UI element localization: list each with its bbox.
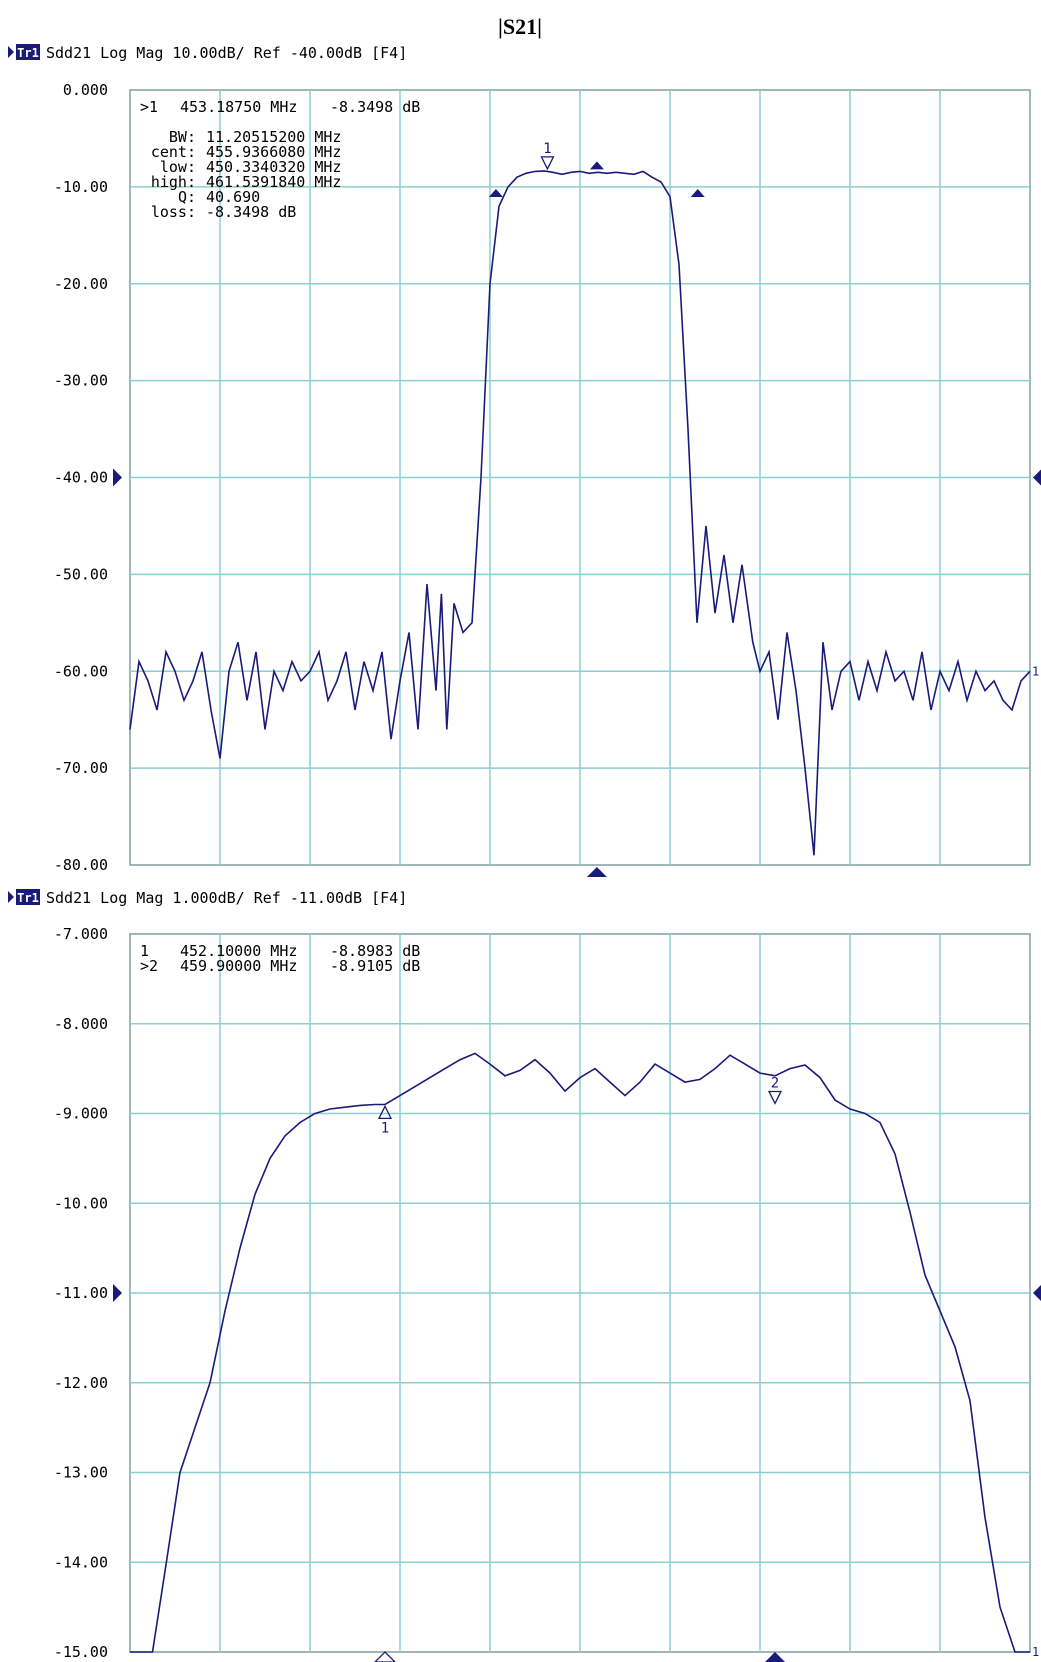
trace-play-icon xyxy=(8,46,14,58)
trace-end-label: 1 xyxy=(1032,1645,1039,1659)
y-tick-label: -50.00 xyxy=(54,565,108,583)
trace-badge xyxy=(16,44,40,60)
trace-header: Sdd21 Log Mag 10.00dB/ Ref -40.00dB [F4] xyxy=(46,44,407,62)
y-tick-label: -20.00 xyxy=(54,275,108,293)
stimulus-marker-icon xyxy=(586,867,607,877)
bw-stat-label: high: xyxy=(151,173,196,191)
marker-readout-prefix: >2 xyxy=(140,957,158,975)
ref-level-right-icon xyxy=(1033,469,1041,486)
chart-passband-zoom: Tr1 Sdd21 Log Mag 1.000dB/ Ref -11.00dB [… xyxy=(8,889,1041,1662)
bw-stat-value: 40.690 xyxy=(206,188,260,206)
marker-readout-value: -8.3498 dB xyxy=(330,98,420,116)
y-tick-label: -60.00 xyxy=(54,662,108,680)
marker-triangle xyxy=(377,1104,393,1120)
trace-header: Sdd21 Log Mag 1.000dB/ Ref -11.00dB [F4] xyxy=(46,889,407,907)
bw-stat-value: 455.9366080 MHz xyxy=(206,143,341,161)
y-tick-label: -40.00 xyxy=(54,469,108,487)
marker-readout-freq: 453.18750 MHz xyxy=(180,98,297,116)
bw-stat-value: 450.3340320 MHz xyxy=(206,158,341,176)
marker-2-bottom-icon xyxy=(765,1652,785,1662)
bw-stat-value: 11.20515200 MHz xyxy=(206,128,341,146)
marker-readout-prefix: >1 xyxy=(140,98,158,116)
y-tick-label: -8.000 xyxy=(54,1015,108,1033)
y-tick-label: -30.00 xyxy=(54,372,108,390)
figure-title: |S21| xyxy=(498,14,542,39)
trace-line xyxy=(129,170,1031,856)
y-tick-label: -12.00 xyxy=(54,1374,108,1392)
y-tick-label: -10.00 xyxy=(54,1194,108,1212)
bw-stat-label: Q: xyxy=(178,188,196,206)
ref-level-left-icon xyxy=(113,468,122,487)
marker-readout-value: -8.8983 dB xyxy=(330,942,420,960)
chart-wide-span: Tr1 Sdd21 Log Mag 10.00dB/ Ref -40.00dB [… xyxy=(8,44,1041,877)
y-tick-label: -80.00 xyxy=(54,856,108,874)
trace-line xyxy=(130,1052,1030,1653)
marker-readout-prefix: 1 xyxy=(140,942,149,960)
trace-badge xyxy=(16,889,40,905)
bw-stat-label: loss: xyxy=(151,203,196,221)
trace-play-icon xyxy=(8,891,14,903)
trace-badge-label: Tr1 xyxy=(17,891,39,905)
marker-label: 1 xyxy=(381,1120,389,1136)
marker-1-bottom-icon xyxy=(374,1651,396,1662)
trace-end-label: 1 xyxy=(1032,664,1039,678)
marker-readout-value: -8.9105 dB xyxy=(330,957,420,975)
bw-stat-label: low: xyxy=(160,158,196,176)
y-tick-label: -9.000 xyxy=(54,1105,108,1123)
bw-stat-label: BW: xyxy=(169,128,196,146)
ref-level-left-icon xyxy=(113,1284,122,1302)
bw-marker xyxy=(589,161,604,170)
bw-stat-value: -8.3498 dB xyxy=(206,203,296,221)
trace-badge-label: Tr1 xyxy=(17,46,39,60)
marker-readout-freq: 452.10000 MHz xyxy=(180,942,297,960)
y-tick-label: -15.00 xyxy=(54,1643,108,1661)
marker-triangle xyxy=(767,1090,783,1105)
marker-readout-freq: 459.90000 MHz xyxy=(180,957,297,975)
y-tick-label: -14.00 xyxy=(54,1553,108,1571)
y-tick-label: -10.00 xyxy=(54,178,108,196)
y-tick-label: 0.000 xyxy=(63,81,108,99)
bw-stat-label: cent: xyxy=(151,143,196,161)
y-tick-label: -70.00 xyxy=(54,759,108,777)
marker-label: 2 xyxy=(771,1075,779,1091)
bw-marker xyxy=(690,188,705,197)
bw-stat-value: 461.5391840 MHz xyxy=(206,173,341,191)
marker-triangle xyxy=(540,156,555,171)
y-tick-label: -7.000 xyxy=(54,925,108,943)
y-tick-label: -11.00 xyxy=(54,1284,108,1302)
marker-label: 1 xyxy=(543,141,551,157)
y-tick-label: -13.00 xyxy=(54,1464,108,1482)
bw-marker xyxy=(488,188,503,197)
ref-level-right-icon xyxy=(1033,1285,1041,1301)
